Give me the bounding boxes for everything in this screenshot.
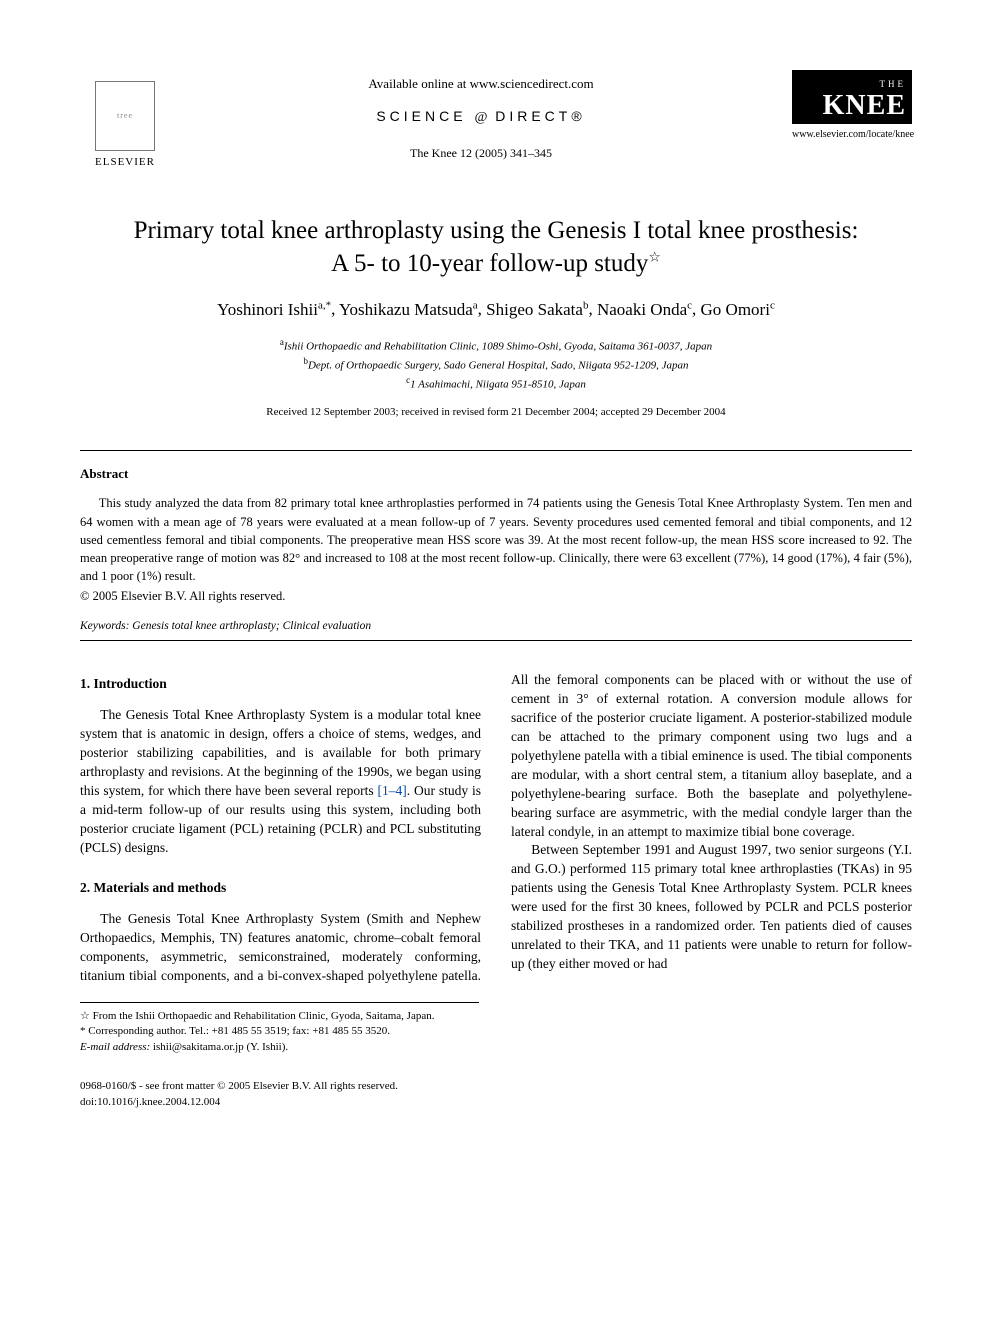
keywords-line: Keywords: Genesis total knee arthroplast… — [80, 619, 912, 635]
author-list: Yoshinori Ishiia,*, Yoshikazu Matsudaa, … — [80, 298, 912, 322]
abstract-copyright: © 2005 Elsevier B.V. All rights reserved… — [80, 588, 912, 605]
knee-the: THE — [798, 78, 906, 90]
affiliation-list: aIshii Orthopaedic and Rehabilitation Cl… — [80, 336, 912, 393]
citation-link-1-4[interactable]: [1–4] — [378, 783, 407, 798]
sd-word2: DIRECT® — [495, 108, 585, 124]
title-line2: A 5- to 10-year follow-up study — [331, 250, 648, 277]
title-line1: Primary total knee arthroplasty using th… — [134, 217, 859, 244]
methods-paragraph-2: Between September 1991 and August 1997, … — [511, 841, 912, 973]
knee-url: www.elsevier.com/locate/knee — [792, 128, 912, 142]
article-title: Primary total knee arthroplasty using th… — [80, 215, 912, 280]
abstract-body: This study analyzed the data from 82 pri… — [80, 494, 912, 585]
methods-heading: 2. Materials and methods — [80, 879, 481, 898]
intro-heading: 1. Introduction — [80, 675, 481, 694]
elsevier-label: ELSEVIER — [95, 155, 155, 170]
footnotes-block: ☆ From the Ishii Orthopaedic and Rehabil… — [80, 1002, 479, 1055]
issn-line: 0968-0160/$ - see front matter © 2005 El… — [80, 1079, 912, 1094]
center-header: Available online at www.sciencedirect.co… — [170, 70, 792, 162]
sd-word1: SCIENCE — [376, 108, 466, 124]
footnote-star: ☆ From the Ishii Orthopaedic and Rehabil… — [80, 1009, 479, 1024]
section-introduction: 1. Introduction The Genesis Total Knee A… — [80, 675, 481, 857]
affiliation-a: aIshii Orthopaedic and Rehabilitation Cl… — [80, 336, 912, 355]
author-5: Go Omoric — [701, 300, 775, 319]
title-footnote-star: ☆ — [648, 250, 661, 265]
sd-at-symbol: @ — [474, 110, 487, 125]
elsevier-tree-icon: tree — [95, 81, 155, 151]
affiliation-c: c1 Asahimachi, Niigata 951-8510, Japan — [80, 374, 912, 393]
affiliation-b: bDept. of Orthopaedic Surgery, Sado Gene… — [80, 355, 912, 374]
elsevier-logo: tree ELSEVIER — [80, 70, 170, 170]
article-dates: Received 12 September 2003; received in … — [80, 405, 912, 420]
keywords-text: Genesis total knee arthroplasty; Clinica… — [132, 620, 371, 632]
knee-box: THE KNEE — [792, 70, 912, 124]
rule-below-keywords — [80, 640, 912, 641]
abstract-heading: Abstract — [80, 465, 912, 483]
doi-line: doi:10.1016/j.knee.2004.12.004 — [80, 1095, 912, 1110]
author-3: Shigeo Sakatab — [486, 300, 588, 319]
author-2: Yoshikazu Matsudaa — [339, 300, 478, 319]
knee-journal-logo: THE KNEE www.elsevier.com/locate/knee — [792, 70, 912, 142]
available-online-text: Available online at www.sciencedirect.co… — [170, 75, 792, 93]
footnote-corresponding: * Corresponding author. Tel.: +81 485 55… — [80, 1024, 479, 1039]
intro-paragraph: The Genesis Total Knee Arthroplasty Syst… — [80, 706, 481, 857]
email-address: ishii@sakitama.or.jp (Y. Ishii). — [153, 1041, 288, 1053]
rule-above-abstract — [80, 450, 912, 451]
keywords-label: Keywords: — [80, 620, 129, 632]
email-label: E-mail address: — [80, 1041, 150, 1053]
front-matter-line: 0968-0160/$ - see front matter © 2005 El… — [80, 1079, 912, 1110]
author-4: Naoaki Ondac — [597, 300, 692, 319]
author-1: Yoshinori Ishiia,* — [217, 300, 331, 319]
sciencedirect-logo: SCIENCE @ DIRECT® — [170, 107, 792, 128]
body-two-column: 1. Introduction The Genesis Total Knee A… — [80, 671, 912, 985]
footnote-email: E-mail address: ishii@sakitama.or.jp (Y.… — [80, 1040, 479, 1055]
journal-header: tree ELSEVIER Available online at www.sc… — [80, 70, 912, 170]
journal-reference: The Knee 12 (2005) 341–345 — [170, 145, 792, 161]
knee-main: KNEE — [798, 92, 906, 120]
